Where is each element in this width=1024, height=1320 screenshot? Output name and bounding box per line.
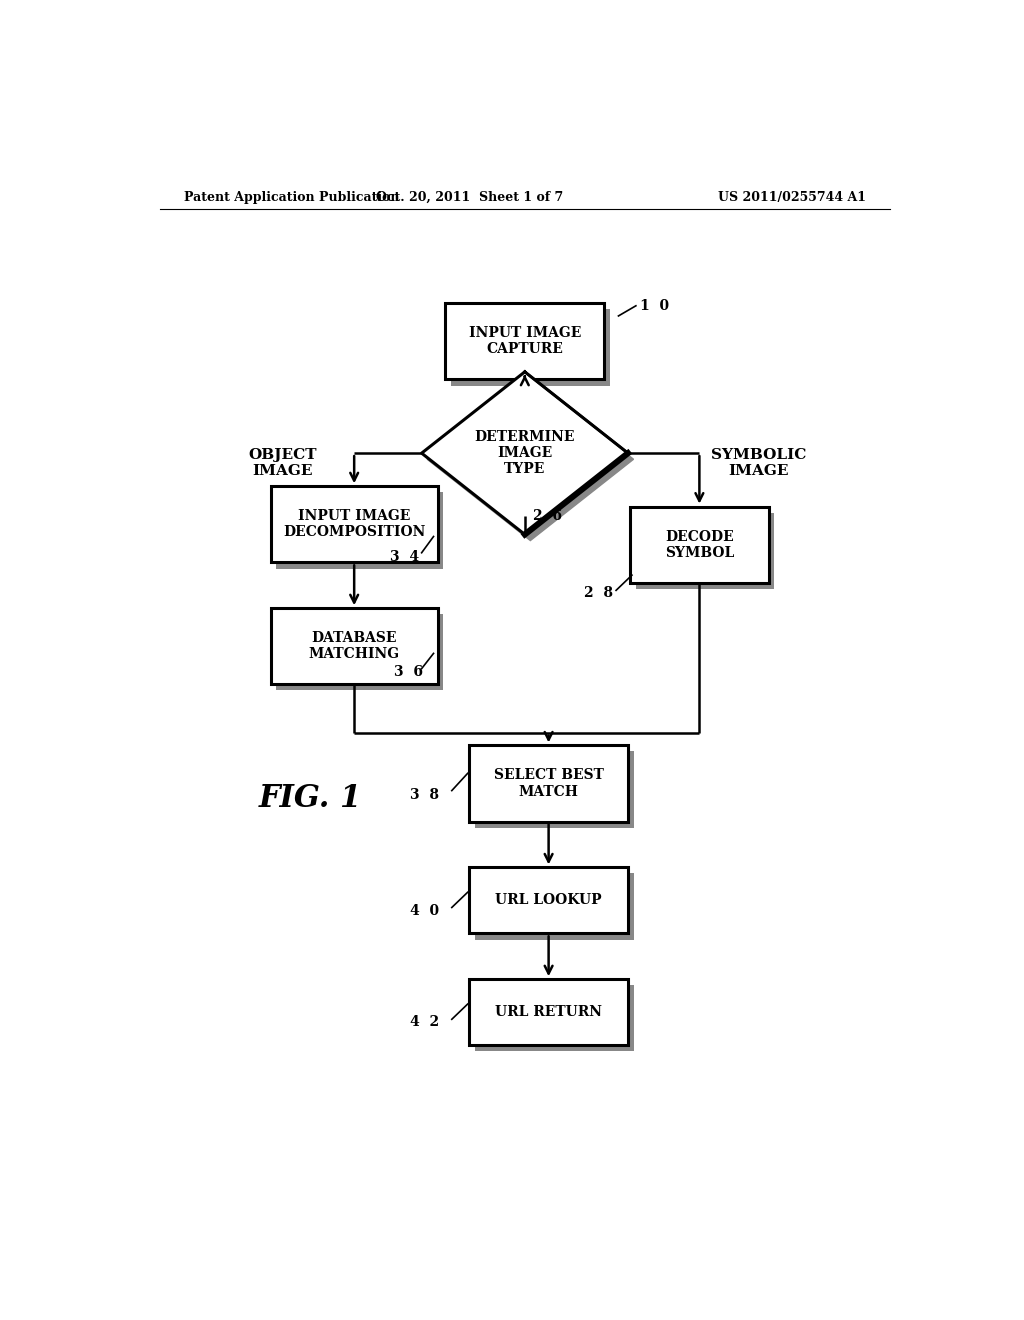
Bar [276,492,443,569]
Bar [630,507,769,582]
Bar [469,979,628,1045]
Text: Patent Application Publication: Patent Application Publication [183,190,399,203]
Bar [469,867,628,933]
Text: INPUT IMAGE
DECOMPOSITION: INPUT IMAGE DECOMPOSITION [283,510,425,540]
Text: SYMBOLIC
IMAGE: SYMBOLIC IMAGE [712,449,807,478]
Text: DECODE
SYMBOL: DECODE SYMBOL [665,529,734,560]
Text: 4  0: 4 0 [410,903,439,917]
Text: 3  4: 3 4 [390,550,419,564]
Text: URL LOOKUP: URL LOOKUP [496,894,602,907]
Bar [475,874,634,940]
Text: 2  8: 2 8 [585,586,613,601]
Bar [469,746,628,821]
Text: FIG. 1: FIG. 1 [259,783,362,814]
Text: OBJECT
IMAGE: OBJECT IMAGE [249,449,317,478]
Bar [636,512,774,589]
Bar [475,985,634,1051]
Bar [276,614,443,690]
Polygon shape [422,372,628,535]
Bar [270,609,437,684]
Bar [451,309,609,385]
Bar [270,486,437,562]
Bar [445,304,604,379]
Text: 4  2: 4 2 [410,1015,439,1030]
Polygon shape [427,378,634,541]
Text: 3  8: 3 8 [410,788,438,801]
Text: Oct. 20, 2011  Sheet 1 of 7: Oct. 20, 2011 Sheet 1 of 7 [376,190,563,203]
Text: 3  6: 3 6 [394,665,423,678]
Text: SELECT BEST
MATCH: SELECT BEST MATCH [494,768,603,799]
Text: URL RETURN: URL RETURN [496,1005,602,1019]
Text: INPUT IMAGE
CAPTURE: INPUT IMAGE CAPTURE [469,326,581,356]
Text: 2  6: 2 6 [532,510,562,523]
Text: US 2011/0255744 A1: US 2011/0255744 A1 [718,190,866,203]
Text: DETERMINE
IMAGE
TYPE: DETERMINE IMAGE TYPE [474,430,575,477]
Bar [475,751,634,828]
Text: 1  0: 1 0 [640,298,669,313]
Text: DATABASE
MATCHING: DATABASE MATCHING [308,631,399,661]
